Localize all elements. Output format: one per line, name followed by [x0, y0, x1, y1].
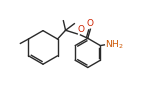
- Text: O: O: [78, 25, 85, 34]
- Text: NH$_2$: NH$_2$: [105, 39, 124, 51]
- Text: O: O: [87, 19, 94, 28]
